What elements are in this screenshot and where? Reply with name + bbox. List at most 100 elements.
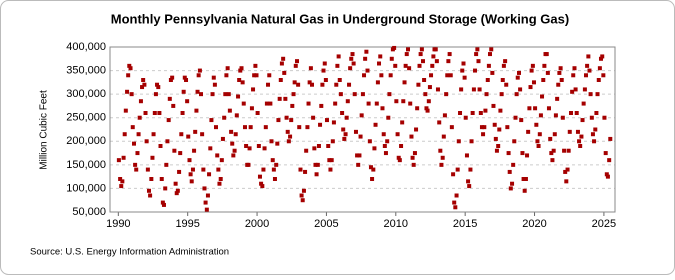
- point: [137, 115, 142, 120]
- point: [301, 188, 306, 193]
- point: [373, 122, 378, 127]
- point: [584, 73, 589, 78]
- point: [506, 151, 511, 156]
- point: [173, 181, 178, 186]
- point: [174, 191, 179, 196]
- point: [311, 115, 316, 120]
- point: [135, 151, 140, 156]
- point: [239, 66, 244, 71]
- y-tick-label: 250,000: [66, 112, 106, 124]
- chart-title: Monthly Pennsylvania Natural Gas in Unde…: [111, 11, 569, 26]
- point: [500, 78, 505, 82]
- point: [126, 73, 131, 78]
- point: [538, 113, 543, 118]
- point: [262, 146, 267, 151]
- point: [307, 80, 312, 85]
- point: [427, 85, 432, 90]
- point: [218, 177, 223, 181]
- point: [404, 52, 409, 57]
- point: [161, 202, 166, 207]
- point: [499, 92, 504, 97]
- point: [356, 162, 361, 167]
- point: [562, 148, 567, 153]
- y-axis-label: Million Cubic Feet: [39, 90, 50, 170]
- point: [563, 169, 568, 174]
- point: [399, 144, 404, 148]
- point: [411, 162, 416, 167]
- point: [348, 66, 353, 71]
- point: [296, 82, 301, 87]
- point: [355, 153, 360, 158]
- point: [570, 89, 575, 94]
- point: [359, 113, 364, 118]
- point: [327, 158, 332, 163]
- point: [528, 85, 533, 90]
- point: [333, 101, 338, 106]
- point: [313, 162, 318, 167]
- point: [367, 139, 372, 144]
- point: [549, 151, 554, 156]
- point: [515, 75, 520, 80]
- point: [419, 47, 424, 52]
- point: [303, 169, 308, 174]
- point: [378, 54, 383, 59]
- point: [122, 132, 127, 137]
- point: [550, 158, 555, 163]
- point: [588, 92, 593, 97]
- point: [340, 111, 345, 115]
- point: [589, 115, 594, 120]
- point: [323, 78, 328, 82]
- point: [129, 92, 134, 97]
- point: [426, 99, 431, 104]
- point: [334, 82, 339, 87]
- point: [522, 188, 527, 193]
- point: [279, 61, 284, 66]
- point: [319, 103, 324, 108]
- point: [605, 174, 610, 179]
- y-tick-label: 350,000: [66, 64, 106, 76]
- point: [530, 63, 535, 68]
- point: [396, 155, 401, 160]
- point: [602, 115, 607, 120]
- point: [308, 66, 313, 71]
- point: [490, 70, 495, 75]
- point: [482, 125, 487, 130]
- point: [177, 169, 182, 174]
- point: [594, 111, 599, 115]
- point: [187, 158, 192, 163]
- point: [293, 63, 298, 68]
- point: [312, 146, 317, 151]
- point: [199, 92, 204, 97]
- point: [178, 151, 183, 156]
- point: [541, 78, 546, 82]
- point: [470, 111, 475, 115]
- point: [337, 78, 342, 82]
- point: [493, 136, 498, 141]
- point: [429, 73, 434, 78]
- point: [362, 73, 367, 78]
- point: [349, 56, 354, 61]
- point: [392, 45, 397, 50]
- point: [170, 75, 175, 80]
- point: [208, 146, 213, 151]
- point: [536, 144, 541, 148]
- point: [353, 129, 358, 134]
- x-tick-label: 2025: [592, 218, 616, 230]
- point: [292, 80, 297, 85]
- point: [141, 78, 146, 82]
- point: [406, 47, 411, 52]
- point: [409, 134, 414, 139]
- point: [310, 82, 314, 87]
- point: [338, 92, 343, 97]
- point: [165, 139, 170, 144]
- point: [592, 139, 597, 144]
- point: [467, 184, 472, 189]
- point: [143, 111, 148, 115]
- point: [498, 108, 503, 113]
- point: [414, 127, 419, 132]
- point: [434, 59, 439, 64]
- point: [444, 92, 449, 97]
- point: [574, 111, 579, 115]
- point: [157, 111, 162, 115]
- point: [447, 52, 452, 57]
